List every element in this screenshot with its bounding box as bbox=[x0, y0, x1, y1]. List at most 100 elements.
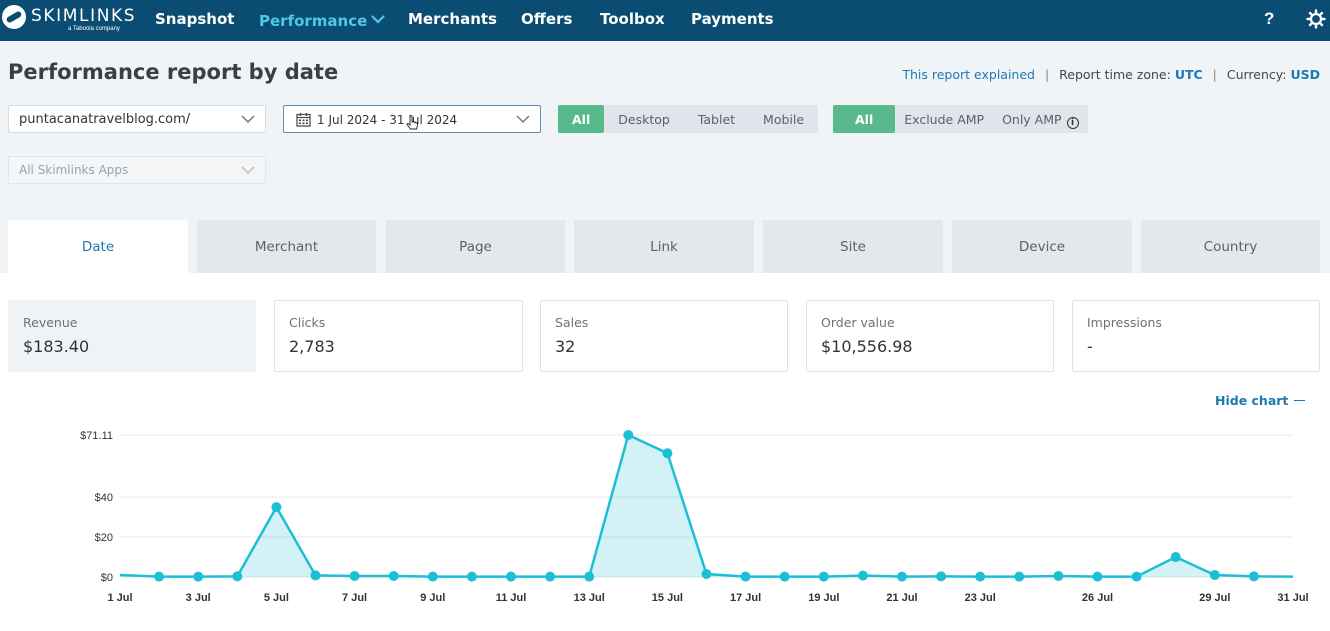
data-point bbox=[271, 502, 282, 513]
report-meta: This report explained | Report time zone… bbox=[902, 67, 1320, 82]
data-point bbox=[975, 571, 986, 582]
revenue-chart: $0 $20 $40 $71.11 1 Jul 3 Jul 5 Jul 7 Jul 9 Jul 1… bbox=[80, 430, 1309, 604]
device-desktop-toggle[interactable]: Desktop bbox=[618, 112, 670, 127]
card-value: 32 bbox=[555, 337, 576, 356]
data-point bbox=[427, 571, 438, 582]
data-point bbox=[584, 571, 595, 582]
data-point bbox=[545, 571, 556, 582]
chevron-down-icon bbox=[241, 112, 255, 126]
data-point bbox=[936, 571, 947, 582]
card-label: Order value bbox=[821, 315, 895, 330]
chevron-down-icon bbox=[371, 10, 386, 28]
nav-toolbox[interactable]: Toolbox bbox=[600, 10, 665, 28]
y-tick-label: $0 bbox=[101, 572, 113, 584]
device-filter: All Desktop Tablet Mobile bbox=[558, 105, 819, 133]
data-point bbox=[154, 571, 165, 582]
date-range-select[interactable]: 1 Jul 2024 - 31 Jul 2024 bbox=[283, 105, 541, 133]
top-nav: SKIMLINKS a Taboola company Snapshot Per… bbox=[0, 0, 1330, 41]
data-point bbox=[701, 569, 712, 580]
card-label: Revenue bbox=[23, 315, 78, 330]
data-point bbox=[623, 430, 634, 440]
y-tick-label: $71.11 bbox=[80, 430, 113, 442]
hand-cursor-icon bbox=[406, 115, 419, 131]
card-label: Impressions bbox=[1087, 315, 1162, 330]
x-tick-label: 5 Jul bbox=[264, 592, 289, 604]
data-point bbox=[897, 571, 907, 582]
device-all-toggle[interactable]: All bbox=[558, 105, 605, 133]
nav-snapshot[interactable]: Snapshot bbox=[155, 10, 235, 28]
device-tablet-toggle[interactable]: Tablet bbox=[697, 112, 736, 127]
data-point bbox=[779, 571, 790, 582]
info-icon[interactable]: i bbox=[1066, 117, 1079, 129]
amp-only-label: Only AMP bbox=[1002, 112, 1062, 127]
report-explained-link[interactable]: This report explained bbox=[902, 67, 1035, 82]
apps-select-placeholder: All Skimlinks Apps bbox=[19, 163, 129, 177]
tab-page[interactable]: Page bbox=[386, 220, 565, 273]
x-tick-label: 26 Jul bbox=[1082, 592, 1113, 604]
data-point bbox=[232, 571, 243, 582]
card-value: 2,783 bbox=[289, 337, 335, 356]
amp-exclude-toggle[interactable]: Exclude AMP bbox=[904, 112, 985, 127]
chevron-down-icon bbox=[241, 163, 255, 177]
currency-label: Currency: bbox=[1226, 67, 1287, 82]
hide-chart-label: Hide chart bbox=[1215, 393, 1289, 408]
site-select[interactable]: puntacanatravelblog.com/ bbox=[8, 105, 266, 133]
nav-performance[interactable]: Performance bbox=[259, 10, 386, 30]
minus-icon bbox=[1294, 399, 1306, 401]
apps-select: All Skimlinks Apps bbox=[8, 156, 266, 184]
x-tick-label: 15 Jul bbox=[652, 592, 683, 604]
amp-all-toggle[interactable]: All bbox=[833, 105, 896, 133]
help-icon[interactable]: ? bbox=[1264, 9, 1275, 28]
logo-mark-icon bbox=[2, 5, 26, 29]
x-tick-label: 23 Jul bbox=[965, 592, 996, 604]
calendar-icon bbox=[296, 112, 311, 127]
revenue-card[interactable]: Revenue $183.40 bbox=[8, 300, 256, 372]
data-point bbox=[1170, 552, 1181, 563]
tab-device[interactable]: Device bbox=[952, 220, 1132, 273]
logo-text: SKIMLINKS bbox=[31, 6, 137, 26]
card-value: - bbox=[1087, 337, 1093, 356]
device-mobile-toggle[interactable]: Mobile bbox=[763, 112, 805, 127]
timezone-label: Report time zone: bbox=[1059, 67, 1171, 82]
data-point bbox=[506, 571, 516, 582]
tab-country[interactable]: Country bbox=[1141, 220, 1320, 273]
x-tick-label: 21 Jul bbox=[886, 592, 917, 604]
data-point bbox=[818, 571, 829, 582]
data-point bbox=[1248, 571, 1259, 582]
nav-payments[interactable]: Payments bbox=[691, 10, 774, 28]
amp-filter: All Exclude AMP Only AMP i bbox=[833, 105, 1088, 133]
gear-icon[interactable] bbox=[1306, 9, 1326, 29]
amp-only-toggle[interactable]: Only AMP i bbox=[993, 105, 1087, 133]
logo-subtitle: a Taboola company bbox=[68, 26, 120, 32]
x-tick-label: 31 Jul bbox=[1277, 592, 1308, 604]
tab-merchant[interactable]: Merchant bbox=[197, 220, 376, 273]
data-point bbox=[1209, 570, 1220, 581]
site-select-value: puntacanatravelblog.com/ bbox=[19, 112, 191, 127]
data-point bbox=[1014, 571, 1025, 582]
data-point bbox=[1092, 571, 1103, 582]
card-value: $10,556.98 bbox=[821, 337, 913, 356]
y-tick-label: $40 bbox=[95, 492, 113, 504]
x-tick-label: 1 Jul bbox=[107, 592, 132, 604]
card-value: $183.40 bbox=[23, 337, 90, 356]
nav-performance-label: Performance bbox=[259, 12, 368, 30]
page-title: Performance report by date bbox=[8, 60, 339, 84]
x-tick-label: 11 Jul bbox=[496, 592, 527, 604]
x-tick-label: 17 Jul bbox=[730, 592, 761, 604]
order-value-card[interactable]: Order value $10,556.98 bbox=[806, 300, 1054, 372]
nav-merchants[interactable]: Merchants bbox=[408, 10, 497, 28]
date-range-value: 1 Jul 2024 - 31 Jul 2024 bbox=[317, 113, 458, 127]
x-tick-label: 9 Jul bbox=[420, 592, 445, 604]
skimlinks-logo[interactable]: SKIMLINKS a Taboola company bbox=[2, 5, 135, 35]
sales-card[interactable]: Sales 32 bbox=[540, 300, 788, 372]
tab-date[interactable]: Date bbox=[8, 220, 188, 273]
card-label: Clicks bbox=[289, 315, 326, 330]
tab-site[interactable]: Site bbox=[763, 220, 943, 273]
tab-link[interactable]: Link bbox=[574, 220, 754, 273]
x-tick-label: 3 Jul bbox=[186, 592, 211, 604]
data-point bbox=[310, 570, 321, 581]
nav-offers[interactable]: Offers bbox=[521, 10, 573, 28]
hide-chart-button[interactable]: Hide chart bbox=[1215, 393, 1306, 408]
clicks-card[interactable]: Clicks 2,783 bbox=[274, 300, 523, 372]
impressions-card[interactable]: Impressions - bbox=[1072, 300, 1320, 372]
